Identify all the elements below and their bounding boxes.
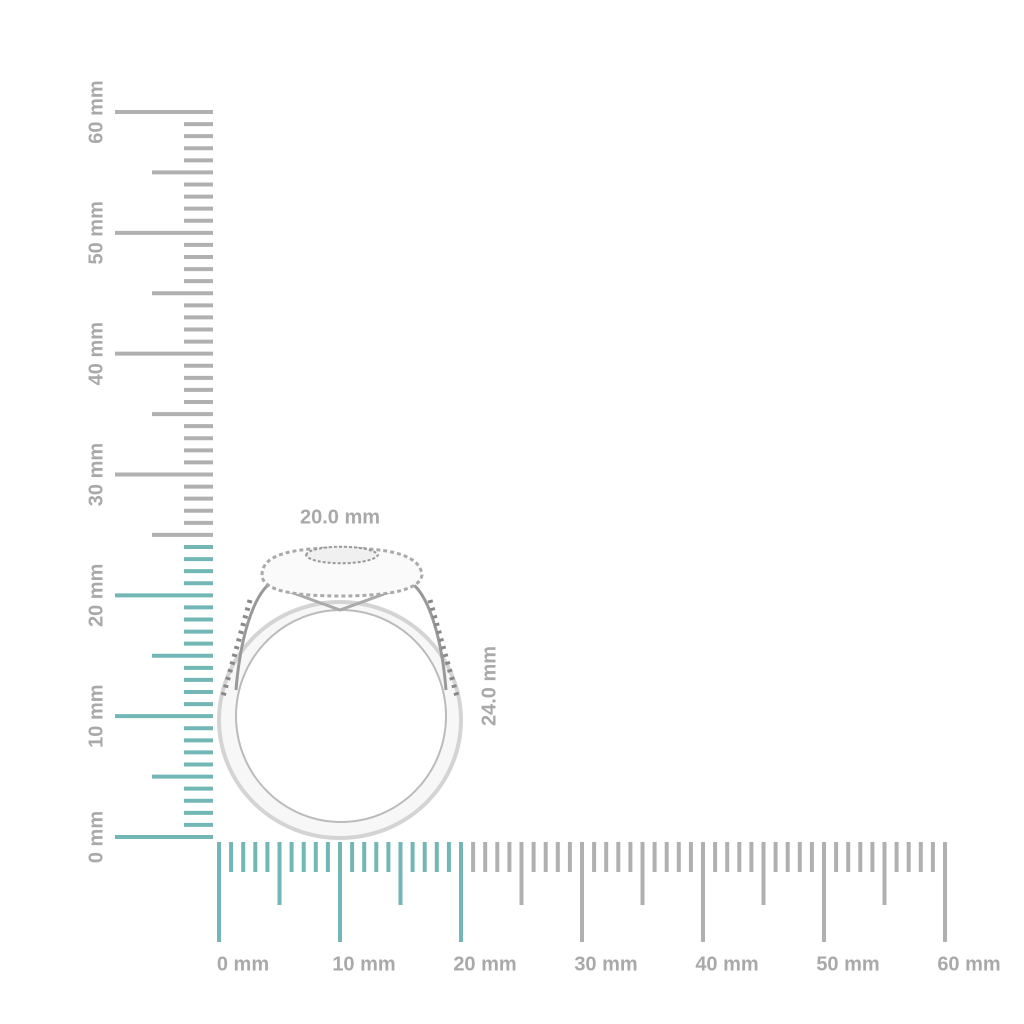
vertical-ruler-label: 30 mm: [85, 443, 107, 506]
vertical-ruler-label: 50 mm: [85, 201, 107, 264]
horizontal-ruler-label: 60 mm: [937, 953, 1000, 975]
horizontal-ruler-label: 20 mm: [453, 953, 516, 975]
horizontal-ruler-label: 30 mm: [574, 953, 637, 975]
horizontal-ruler-label: 10 mm: [332, 953, 395, 975]
ring: [217, 545, 463, 840]
vertical-ruler-label: 20 mm: [85, 564, 107, 627]
height-dimension: 24.0 mm: [478, 646, 500, 726]
vertical-ruler-label: 0 mm: [85, 811, 107, 863]
width-dimension: 20.0 mm: [300, 506, 380, 528]
vertical-ruler-label: 60 mm: [85, 80, 107, 143]
vertical-ruler-label: 40 mm: [85, 322, 107, 385]
vertical-ruler-label: 10 mm: [85, 684, 107, 747]
horizontal-ruler-label: 0 mm: [217, 953, 269, 975]
horizontal-ruler-label: 50 mm: [816, 953, 879, 975]
horizontal-ruler-label: 40 mm: [695, 953, 758, 975]
